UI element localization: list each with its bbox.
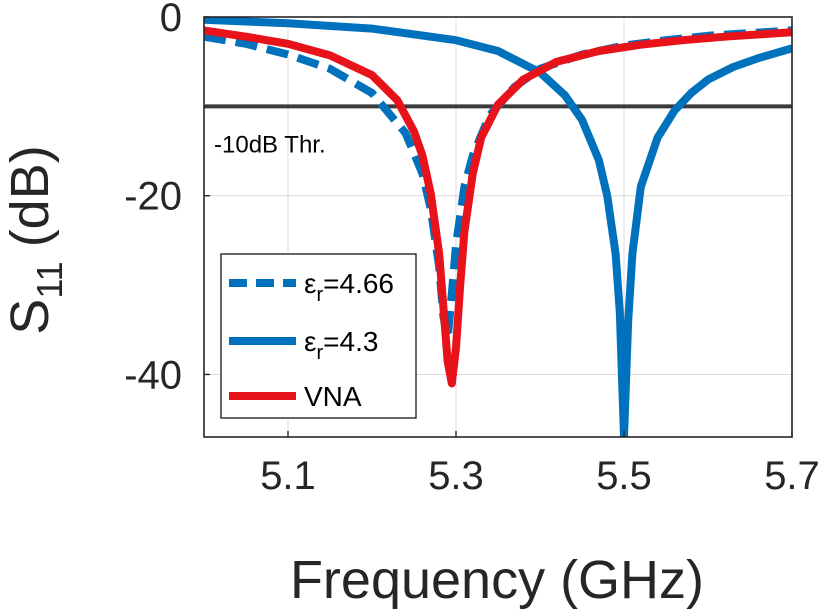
plot-border <box>203 16 793 438</box>
y-axis-title-main: S <box>0 299 60 335</box>
legend-er466-suffix: =4.66 <box>323 268 394 299</box>
x-tick-label-2: 5.5 <box>596 454 652 498</box>
legend: εr=4.66 εr=4.3 VNA <box>220 253 417 419</box>
y-axis-ticks: 0 -20 -40 <box>124 0 210 397</box>
y-axis-title-text: S11 (dB) <box>0 145 70 334</box>
legend-label-er466: εr=4.66 <box>304 268 394 306</box>
x-axis-ticks: 5.1 5.3 5.5 5.7 <box>260 431 820 498</box>
legend-box <box>220 253 417 419</box>
legend-label-vna: VNA <box>304 381 362 412</box>
legend-label-er43: εr=4.3 <box>304 326 378 364</box>
threshold-label: -10dB Thr. <box>214 131 326 158</box>
legend-er43-sub: r <box>316 342 323 364</box>
x-tick-label-3: 5.7 <box>764 454 820 498</box>
y-tick-label-2: -40 <box>124 353 182 397</box>
x-tick-label-1: 5.3 <box>428 454 484 498</box>
x-tick-label-0: 5.1 <box>260 454 316 498</box>
legend-er43-suffix: =4.3 <box>323 326 378 357</box>
series-layer <box>204 17 792 437</box>
legend-er466-sub: r <box>316 284 323 306</box>
y-axis-title: S11 (dB) <box>0 145 70 334</box>
legend-er466-symbol: ε <box>304 268 316 299</box>
x-axis-title: Frequency (GHz) <box>290 550 704 610</box>
series-line-vna <box>204 26 792 388</box>
y-tick-label-0: 0 <box>160 0 182 40</box>
y-axis-title-unit: (dB) <box>0 145 60 247</box>
y-tick-label-1: -20 <box>124 175 182 219</box>
series-line-er43 <box>204 17 792 437</box>
legend-er43-symbol: ε <box>304 326 316 357</box>
y-axis-title-subscript: 11 <box>29 261 70 298</box>
